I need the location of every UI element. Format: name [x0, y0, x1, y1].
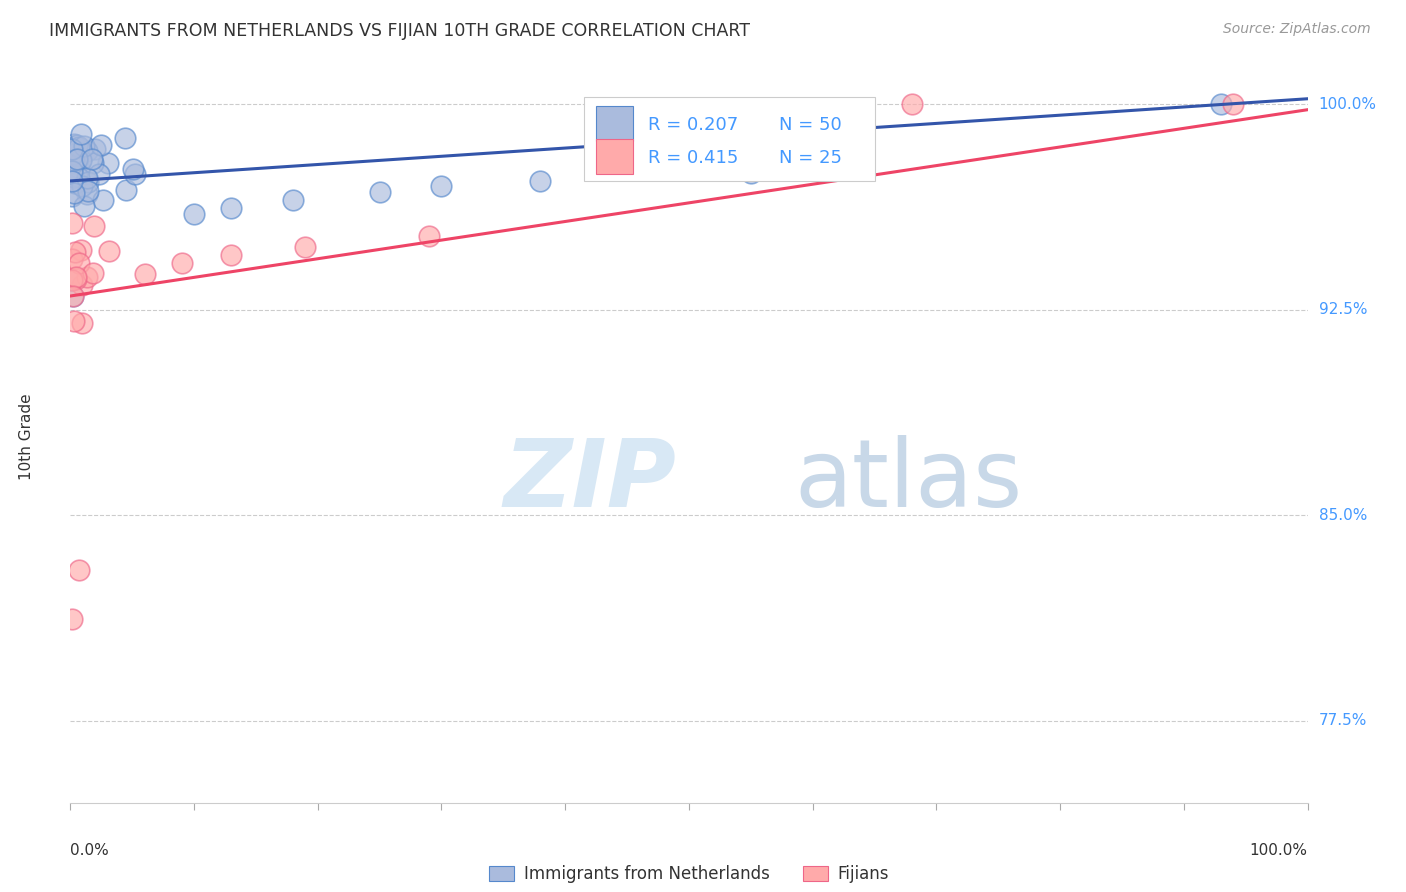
Point: [87, 167, 110, 181]
Text: IMMIGRANTS FROM NETHERLANDS VS FIJIAN 10TH GRADE CORRELATION CHART: IMMIGRANTS FROM NETHERLANDS VS FIJIAN 10…: [49, 22, 751, 40]
Point: [60, 272, 83, 286]
Point: [1222, 97, 1244, 112]
Point: [73, 139, 96, 153]
Text: 85.0%: 85.0%: [1319, 508, 1367, 523]
Point: [76, 144, 98, 158]
Point: [66, 153, 89, 167]
Point: [82, 266, 104, 280]
Point: [60, 216, 83, 230]
Point: [124, 167, 146, 181]
Point: [60, 164, 83, 178]
Point: [69, 153, 91, 168]
Point: [62, 186, 84, 201]
Point: [97, 244, 120, 258]
Point: [63, 245, 86, 260]
Text: N = 50: N = 50: [779, 116, 842, 134]
Point: [63, 170, 86, 185]
Point: [430, 179, 453, 194]
Point: [67, 563, 90, 577]
Point: [65, 272, 87, 286]
Point: [740, 166, 762, 180]
Text: 0.0%: 0.0%: [70, 843, 110, 858]
Point: [62, 289, 84, 303]
Point: [219, 248, 242, 262]
Point: [60, 189, 83, 203]
Point: [80, 153, 103, 167]
Point: [82, 156, 104, 170]
Text: ZIP: ZIP: [503, 435, 676, 527]
Point: [115, 183, 138, 197]
Point: [294, 240, 316, 254]
Point: [93, 193, 115, 207]
Point: [281, 193, 304, 207]
Point: [62, 155, 84, 169]
Point: [63, 314, 86, 328]
Point: [60, 273, 83, 287]
Legend: Immigrants from Netherlands, Fijians: Immigrants from Netherlands, Fijians: [482, 858, 896, 889]
Point: [368, 185, 391, 199]
Text: Source: ZipAtlas.com: Source: ZipAtlas.com: [1223, 22, 1371, 37]
Point: [65, 270, 87, 285]
Text: 10th Grade: 10th Grade: [20, 393, 35, 481]
Point: [62, 289, 84, 303]
Text: 100.0%: 100.0%: [1319, 96, 1376, 112]
Point: [70, 316, 93, 330]
Point: [67, 256, 90, 270]
Point: [83, 219, 105, 233]
Point: [529, 174, 551, 188]
Point: [67, 161, 90, 175]
Point: [121, 161, 143, 176]
Point: [66, 169, 89, 183]
Bar: [596, 106, 633, 141]
Point: [219, 202, 242, 216]
Point: [418, 228, 440, 243]
Point: [70, 178, 93, 193]
Point: [60, 143, 83, 157]
Point: [63, 153, 86, 167]
Point: [76, 185, 98, 199]
Point: [114, 130, 136, 145]
Point: [70, 127, 93, 141]
Point: [900, 97, 922, 112]
Point: [76, 269, 98, 284]
Point: [66, 137, 89, 152]
Point: [70, 243, 93, 257]
Point: [97, 156, 120, 170]
Point: [90, 138, 112, 153]
Text: atlas: atlas: [794, 435, 1022, 527]
Point: [170, 256, 193, 270]
Text: 100.0%: 100.0%: [1250, 843, 1308, 858]
Point: [70, 277, 93, 292]
FancyBboxPatch shape: [583, 97, 875, 181]
Point: [63, 176, 86, 190]
Text: R = 0.207: R = 0.207: [648, 116, 738, 134]
Point: [73, 199, 96, 213]
Point: [67, 140, 90, 154]
Point: [83, 142, 105, 156]
Point: [63, 137, 86, 152]
Text: 92.5%: 92.5%: [1319, 302, 1367, 318]
Point: [76, 170, 98, 185]
Text: N = 25: N = 25: [779, 149, 842, 167]
Point: [76, 175, 98, 189]
Text: 77.5%: 77.5%: [1319, 713, 1367, 728]
Point: [76, 186, 98, 201]
Point: [134, 267, 156, 281]
Bar: [596, 139, 633, 174]
Point: [62, 146, 84, 161]
Point: [183, 207, 205, 221]
Point: [60, 612, 83, 626]
Point: [60, 174, 83, 188]
Point: [60, 252, 83, 267]
Point: [66, 153, 89, 167]
Text: R = 0.415: R = 0.415: [648, 149, 738, 167]
Point: [1209, 97, 1232, 112]
